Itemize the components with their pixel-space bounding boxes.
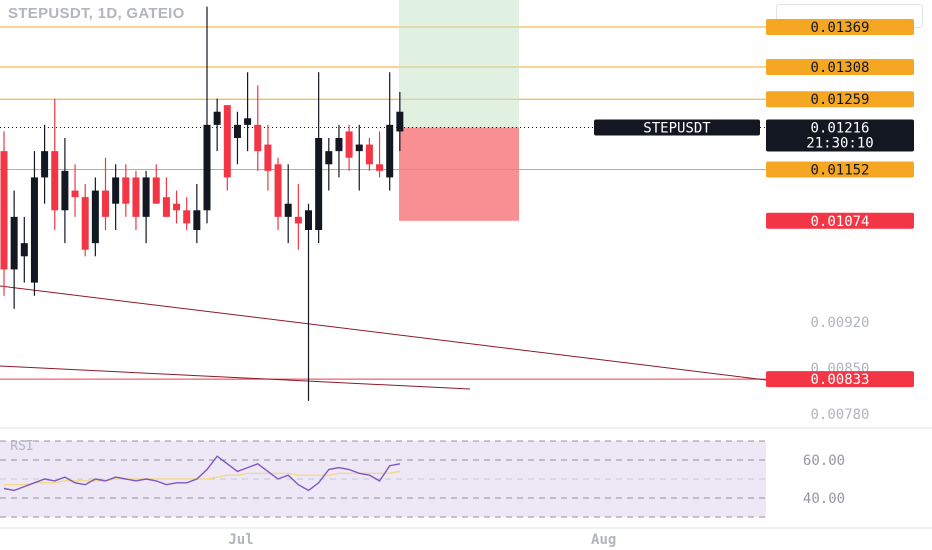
trend-line-upper [0,285,767,381]
candle-13 [132,177,140,217]
x-axis-tick-0: Jul [228,532,253,548]
current-price-bg [766,119,914,152]
candle-39 [396,111,404,132]
x-axis-tick-1: Aug [591,532,616,548]
rsi-label: RSI [10,439,33,454]
y-axis-tick-4: 0.00780 [810,407,869,423]
candle-38 [386,124,394,178]
candle-23 [233,124,241,138]
candle-17 [173,203,181,211]
level-label-8: 0.00833 [810,372,869,388]
candle-8 [81,197,89,250]
level-label-7-bg [766,161,914,178]
candle-33 [335,138,343,152]
profit-zone [399,0,519,128]
chart-title: STEPUSDT, 1D, GATEIO [8,5,185,22]
candle-9 [91,190,99,244]
candle-16 [162,197,170,217]
candle-4 [41,151,49,178]
symbol-tag-bg [594,119,760,136]
candle-22 [223,105,231,178]
candle-26 [264,144,272,171]
candle-24 [244,118,252,125]
level-label-5: 0.01308 [810,60,869,76]
candle-12 [122,177,130,204]
rsi-line [3,455,400,492]
candle-15 [152,177,160,204]
loss-zone [399,127,519,221]
candle-28 [284,203,292,217]
level-label-8-bg [766,371,914,388]
candle-36 [365,144,373,165]
value-label-2: 0.01074 [810,214,869,230]
candle-37 [376,164,384,171]
current-price-label: 0.01216 [810,120,869,136]
candle-31 [315,138,323,230]
candle-32 [325,151,333,165]
countdown-label: 21:30:10 [806,135,873,151]
candle-14 [142,177,150,217]
rsi-tick-1: 40.00 [803,491,845,507]
candle-30 [305,210,312,230]
level-label-4: 0.01369 [810,20,869,36]
trend-line-lower [0,365,471,390]
candle-35 [355,144,363,152]
candle-20 [203,124,211,211]
level-label-7: 0.01152 [810,163,869,179]
candle-2 [20,243,28,257]
candle-19 [193,210,201,230]
rsi-ma-line [4,470,400,486]
symbol-tag: STEPUSDT [643,120,711,136]
level-label-6-bg [766,91,914,108]
candle-34 [345,131,353,158]
candle-3 [30,177,38,283]
candle-6 [61,170,69,211]
level-label-4-bg [766,18,914,35]
candle-18 [183,210,191,224]
level-label-5-bg [766,59,914,76]
y-axis-tick-2: 0.00920 [810,315,869,331]
candle-21 [213,111,221,125]
candle-29 [294,216,302,224]
candle-27 [274,164,282,217]
level-label-6: 0.01259 [810,92,869,108]
candle-10 [102,190,109,217]
candle-0 [0,151,8,270]
rsi-tick-0: 60.00 [803,453,845,469]
value-label-2-bg [766,212,914,229]
candle-7 [71,190,79,198]
candle-1 [10,216,18,270]
candle-5 [51,151,59,211]
candle-25 [254,124,262,152]
candle-11 [112,177,120,204]
